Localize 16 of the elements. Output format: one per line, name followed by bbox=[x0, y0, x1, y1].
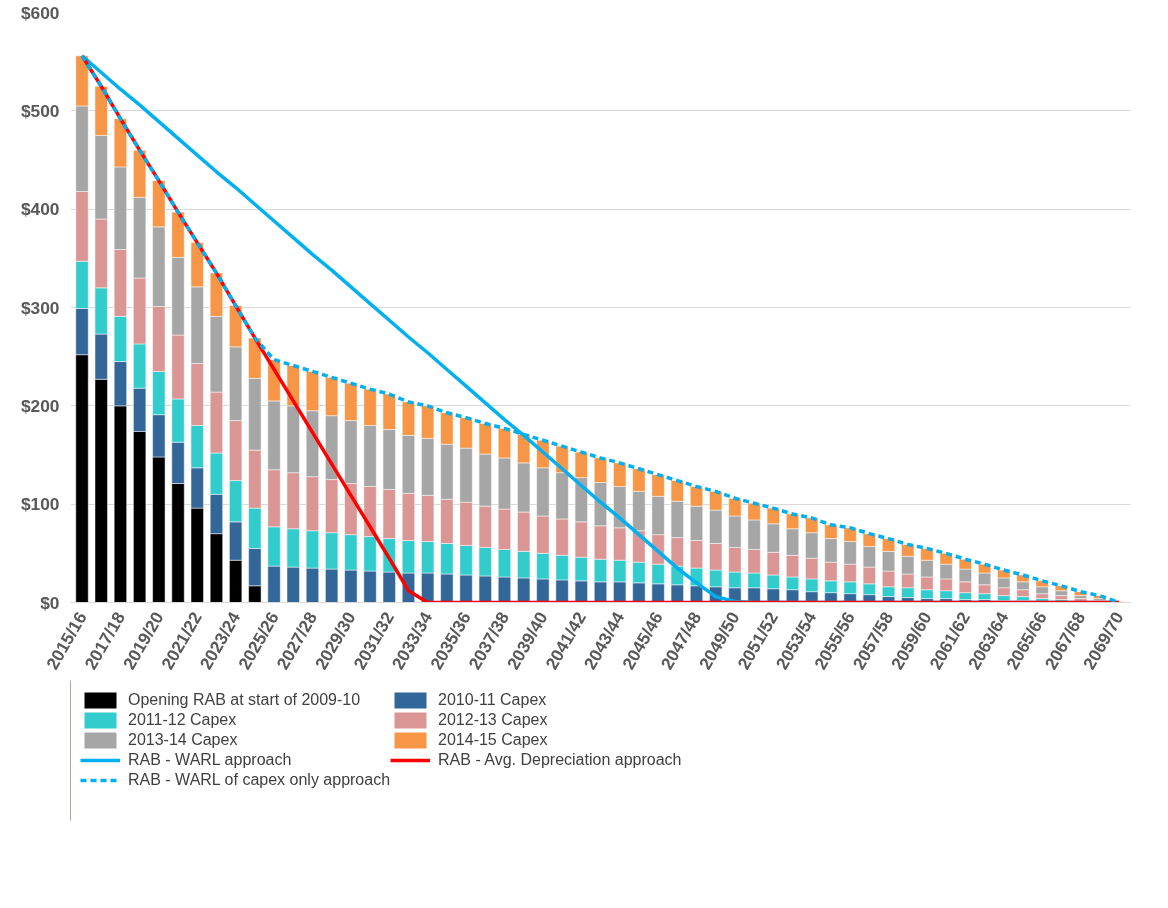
legend-label: RAB - WARL of capex only approach bbox=[128, 771, 391, 789]
legend-label: RAB - Avg. Depreciation approach bbox=[438, 751, 682, 769]
legend-label: 2014-15 Capex bbox=[438, 731, 548, 749]
y-tick-label: $0 bbox=[40, 592, 60, 613]
legend-label: 2010-11 Capex bbox=[438, 691, 547, 709]
legend-label: 2011-12 Capex bbox=[128, 711, 237, 729]
y-tick-label: $500 bbox=[20, 100, 60, 121]
legend-label: 2013-14 Capex bbox=[128, 731, 238, 749]
legend-label: Opening RAB at start of 2009-10 bbox=[128, 691, 361, 709]
legend-label: RAB - WARL approach bbox=[128, 751, 292, 769]
legend-label: 2012-13 Capex bbox=[438, 711, 548, 729]
y-tick-label: $100 bbox=[20, 494, 60, 515]
y-tick-label: $300 bbox=[20, 297, 60, 318]
y-tick-label: $600 bbox=[20, 2, 60, 23]
y-tick-label: $400 bbox=[20, 199, 60, 220]
y-tick-label: $200 bbox=[20, 395, 60, 416]
